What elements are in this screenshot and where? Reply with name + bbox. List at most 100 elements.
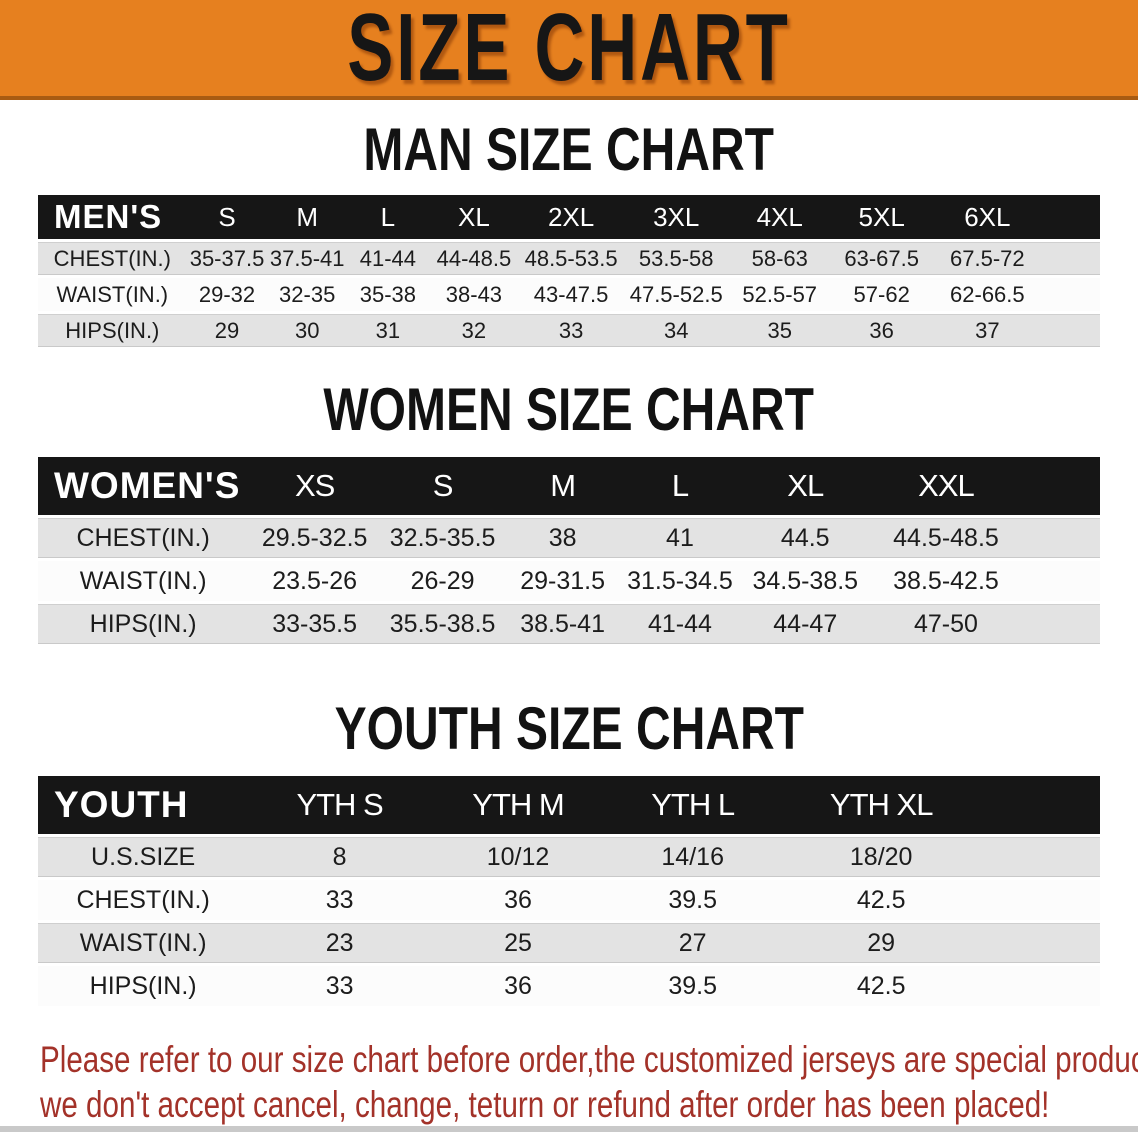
value-cell: 36 xyxy=(430,966,606,1006)
filler xyxy=(1020,604,1100,644)
row-label: U.S.SIZE xyxy=(38,837,249,877)
value-cell: 53.5-58 xyxy=(623,242,730,275)
value-cell: 63-67.5 xyxy=(830,242,934,275)
filler xyxy=(1041,314,1100,347)
filler xyxy=(1020,561,1100,601)
value-cell: 29.5-32.5 xyxy=(248,518,382,558)
value-cell: 36 xyxy=(430,880,606,920)
youth-size-chart-heading-text: YOUTH SIZE CHART xyxy=(334,695,804,762)
value-cell: 39.5 xyxy=(605,880,781,920)
value-cell: 42.5 xyxy=(780,966,983,1006)
value-cell: 30 xyxy=(267,314,348,347)
value-cell: 32 xyxy=(428,314,520,347)
value-cell: 52.5-57 xyxy=(729,278,831,311)
size-header: YTH L xyxy=(605,776,781,834)
value-cell: 26-29 xyxy=(381,561,505,601)
youth-size-table: YOUTH YTH S YTH M YTH L YTH XL U.S.SIZE … xyxy=(38,773,1100,1009)
disclaimer-line-1: Please refer to our size chart before or… xyxy=(40,1039,1138,1080)
filler xyxy=(1041,242,1100,275)
man-size-chart-heading: MAN SIZE CHART xyxy=(0,120,1138,180)
value-cell: 31.5-34.5 xyxy=(621,561,739,601)
size-header: 5XL xyxy=(830,195,934,239)
filler xyxy=(982,880,1100,920)
value-cell: 62-66.5 xyxy=(933,278,1042,311)
youth-waist-row: WAIST(IN.) 23 25 27 29 xyxy=(38,923,1100,963)
size-header: YTH S xyxy=(248,776,431,834)
value-cell: 14/16 xyxy=(605,837,781,877)
men-size-table: MEN'S S M L XL 2XL 3XL 4XL 5XL 6XL CHEST… xyxy=(38,192,1100,350)
row-label: HIPS(IN.) xyxy=(38,604,249,644)
women-size-chart-heading: WOMEN SIZE CHART xyxy=(0,380,1138,440)
value-cell: 8 xyxy=(248,837,431,877)
header-filler xyxy=(1020,457,1100,515)
row-label: WAIST(IN.) xyxy=(38,923,249,963)
value-cell: 35.5-38.5 xyxy=(381,604,505,644)
value-cell: 48.5-53.5 xyxy=(519,242,624,275)
value-cell: 44.5 xyxy=(738,518,872,558)
value-cell: 37.5-41 xyxy=(267,242,348,275)
disclaimer: Please refer to our size chart before or… xyxy=(0,1037,1138,1127)
value-cell: 39.5 xyxy=(605,966,781,1006)
value-cell: 33 xyxy=(519,314,624,347)
value-cell: 29-32 xyxy=(186,278,268,311)
women-size-chart-heading-text: WOMEN SIZE CHART xyxy=(323,376,815,443)
value-cell: 29 xyxy=(780,923,983,963)
value-cell: 34 xyxy=(623,314,730,347)
filler xyxy=(982,923,1100,963)
value-cell: 35-38 xyxy=(347,278,429,311)
size-chart-banner: SIZE CHART xyxy=(0,0,1138,100)
youth-size-chart-heading: YOUTH SIZE CHART xyxy=(0,699,1138,759)
row-label: CHEST(IN.) xyxy=(38,518,249,558)
value-cell: 31 xyxy=(347,314,429,347)
row-label: WAIST(IN.) xyxy=(38,278,187,311)
value-cell: 44.5-48.5 xyxy=(871,518,1021,558)
size-header: XXL xyxy=(871,457,1021,515)
youth-header-row: YOUTH YTH S YTH M YTH L YTH XL xyxy=(38,776,1100,834)
size-header: 4XL xyxy=(729,195,831,239)
size-header: S xyxy=(186,195,268,239)
filler xyxy=(982,837,1100,877)
men-waist-row: WAIST(IN.) 29-32 32-35 35-38 38-43 43-47… xyxy=(38,278,1100,311)
value-cell: 35 xyxy=(729,314,831,347)
man-size-chart-heading-text: MAN SIZE CHART xyxy=(363,116,775,183)
size-header: 3XL xyxy=(623,195,730,239)
youth-table-title: YOUTH xyxy=(38,776,249,834)
size-header: S xyxy=(381,457,505,515)
value-cell: 41-44 xyxy=(347,242,429,275)
men-header-row: MEN'S S M L XL 2XL 3XL 4XL 5XL 6XL xyxy=(38,195,1100,239)
row-label: CHEST(IN.) xyxy=(38,242,187,275)
banner-title: SIZE CHART xyxy=(347,0,791,101)
women-table-title: WOMEN'S xyxy=(38,457,249,515)
value-cell: 58-63 xyxy=(729,242,831,275)
value-cell: 25 xyxy=(430,923,606,963)
filler xyxy=(1020,518,1100,558)
size-header: YTH XL xyxy=(780,776,983,834)
value-cell: 57-62 xyxy=(830,278,934,311)
filler xyxy=(1041,278,1100,311)
value-cell: 38-43 xyxy=(428,278,520,311)
value-cell: 37 xyxy=(933,314,1042,347)
youth-hips-row: HIPS(IN.) 33 36 39.5 42.5 xyxy=(38,966,1100,1006)
value-cell: 47-50 xyxy=(871,604,1021,644)
size-header: L xyxy=(347,195,429,239)
row-label: HIPS(IN.) xyxy=(38,966,249,1006)
filler xyxy=(982,966,1100,1006)
value-cell: 67.5-72 xyxy=(933,242,1042,275)
women-waist-row: WAIST(IN.) 23.5-26 26-29 29-31.5 31.5-34… xyxy=(38,561,1100,601)
value-cell: 33-35.5 xyxy=(248,604,382,644)
size-header: XL xyxy=(428,195,520,239)
value-cell: 44-47 xyxy=(738,604,872,644)
youth-ussize-row: U.S.SIZE 8 10/12 14/16 18/20 xyxy=(38,837,1100,877)
men-chest-row: CHEST(IN.) 35-37.5 37.5-41 41-44 44-48.5… xyxy=(38,242,1100,275)
size-header: M xyxy=(504,457,622,515)
value-cell: 10/12 xyxy=(430,837,606,877)
value-cell: 38.5-41 xyxy=(504,604,622,644)
size-header: L xyxy=(621,457,739,515)
value-cell: 42.5 xyxy=(780,880,983,920)
men-table-title: MEN'S xyxy=(38,195,187,239)
size-header: YTH M xyxy=(430,776,606,834)
header-filler xyxy=(1041,195,1100,239)
women-hips-row: HIPS(IN.) 33-35.5 35.5-38.5 38.5-41 41-4… xyxy=(38,604,1100,644)
value-cell: 29-31.5 xyxy=(504,561,622,601)
